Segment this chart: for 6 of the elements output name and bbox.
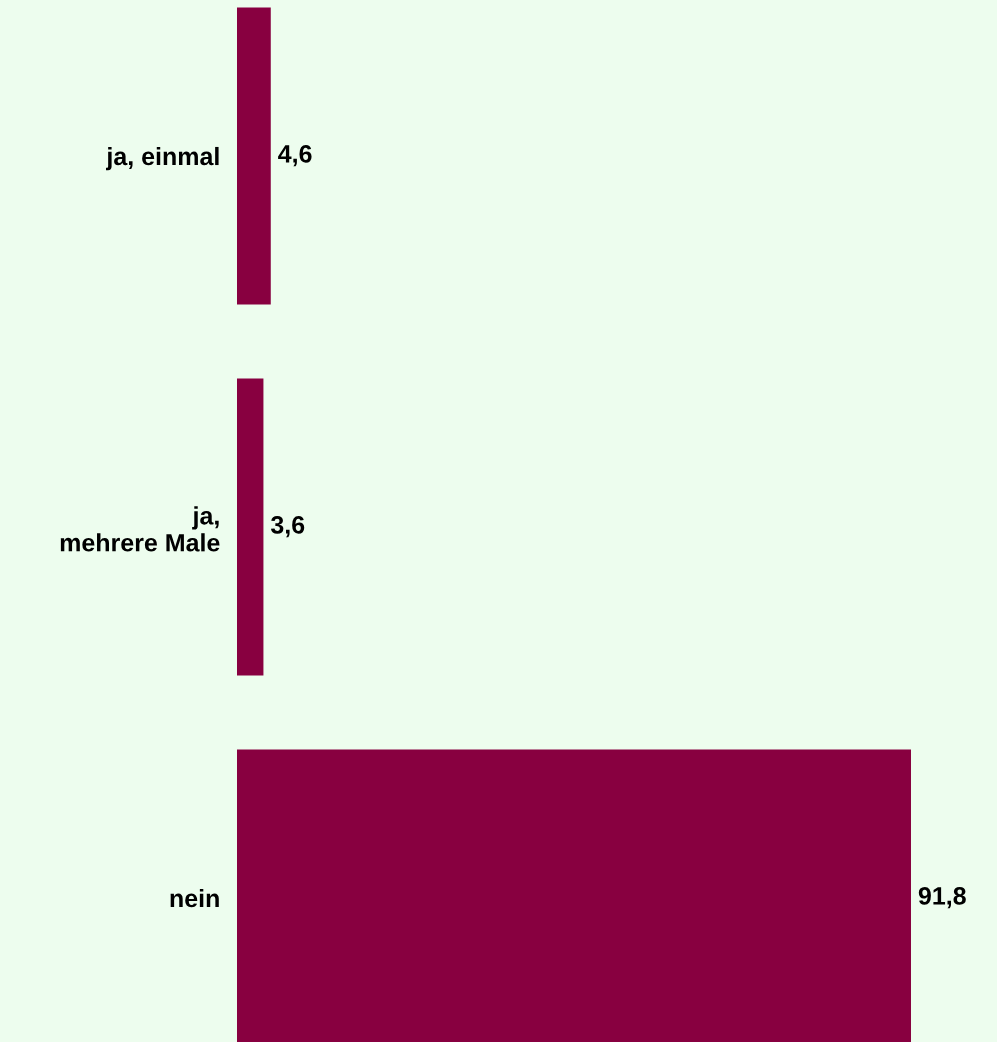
- y-tick-label: ja, mehrere Male: [60, 506, 220, 552]
- data-label: 91,8: [918, 887, 966, 909]
- y-tick-label: nein: [170, 888, 219, 908]
- y-tick-label: ja, einmal: [106, 146, 219, 171]
- data-label: 4,6: [278, 145, 312, 167]
- data-label: 3,6: [270, 516, 305, 538]
